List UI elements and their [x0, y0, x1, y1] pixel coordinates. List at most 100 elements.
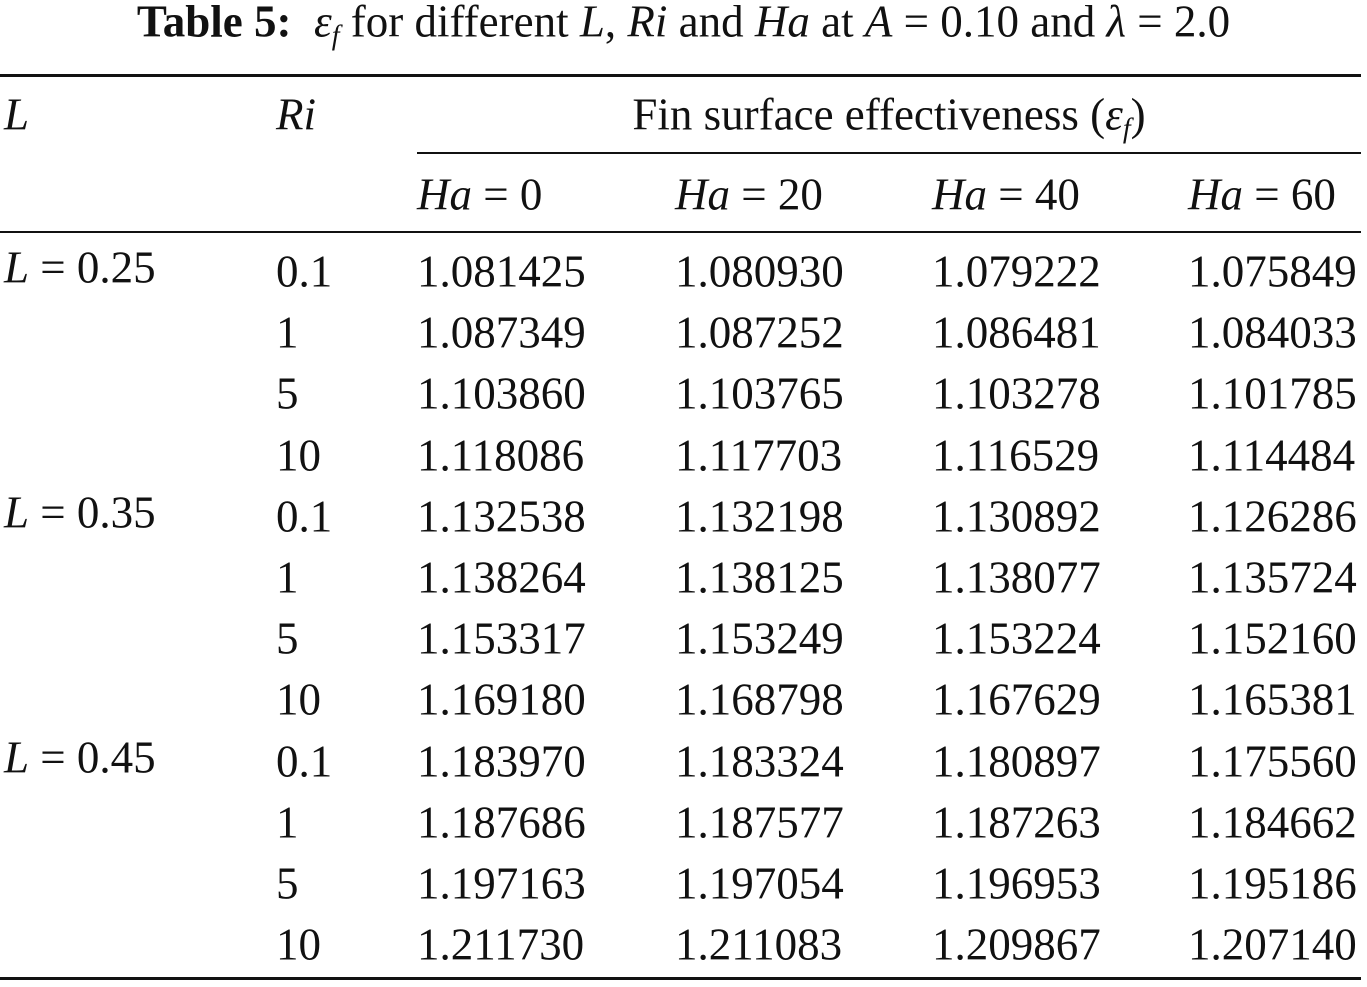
value-cell: 1.153224 [932, 613, 1101, 664]
ri-cell: 5 [276, 368, 299, 419]
sub-header: Ha = 60 [1188, 169, 1336, 220]
value-cell: 1.169180 [417, 674, 586, 725]
caption-part: L [579, 0, 605, 47]
ri-cell: 1 [276, 552, 299, 603]
group-label: L = 0.25 [4, 242, 156, 293]
value-cell: 1.153249 [675, 613, 844, 664]
ri-cell: 1 [276, 307, 299, 358]
header-ri: Ri [276, 89, 316, 140]
value-cell: 1.187686 [417, 797, 586, 848]
group-var: L [4, 487, 30, 538]
sub-header: Ha = 40 [932, 169, 1080, 220]
value-cell: 1.087252 [675, 307, 844, 358]
ri-cell: 0.1 [276, 736, 333, 787]
sub-header-value: = 0 [472, 169, 543, 220]
ri-cell: 10 [276, 430, 321, 481]
sub-header-value: = 20 [730, 169, 823, 220]
caption-part: = 0.10 and [892, 0, 1107, 47]
ri-cell: 10 [276, 674, 321, 725]
value-cell: 1.132198 [675, 491, 844, 542]
value-cell: 1.183324 [675, 736, 844, 787]
value-cell: 1.183970 [417, 736, 586, 787]
value-cell: 1.197054 [675, 858, 844, 909]
group-value: = 0.25 [29, 242, 156, 293]
sub-header-var: Ha [675, 169, 730, 220]
value-cell: 1.168798 [675, 674, 844, 725]
value-cell: 1.101785 [1188, 368, 1357, 419]
value-cell: 1.207140 [1188, 919, 1357, 970]
sub-header: Ha = 20 [675, 169, 823, 220]
group-value: = 0.35 [29, 487, 156, 538]
header-part: ) [1130, 89, 1146, 140]
top-rule [0, 74, 1361, 77]
value-cell: 1.080930 [675, 246, 844, 297]
value-cell: 1.103278 [932, 368, 1101, 419]
value-cell: 1.087349 [417, 307, 586, 358]
caption-part: λ [1106, 0, 1126, 47]
group-var: L [4, 242, 30, 293]
value-cell: 1.126286 [1188, 491, 1357, 542]
value-cell: 1.196953 [932, 858, 1101, 909]
sub-header-var: Ha [1188, 169, 1243, 220]
ri-cell: 10 [276, 919, 321, 970]
header-part: Fin surface effectiveness ( [632, 89, 1106, 140]
value-cell: 1.138264 [417, 552, 586, 603]
ri-cell: 0.1 [276, 246, 333, 297]
value-cell: 1.114484 [1188, 430, 1356, 481]
value-cell: 1.118086 [417, 430, 585, 481]
value-cell: 1.211730 [417, 919, 585, 970]
value-cell: 1.187577 [675, 797, 844, 848]
value-cell: 1.081425 [417, 246, 586, 297]
value-cell: 1.132538 [417, 491, 586, 542]
value-cell: 1.103765 [675, 368, 844, 419]
value-cell: 1.086481 [932, 307, 1101, 358]
value-cell: 1.116529 [932, 430, 1100, 481]
bottom-rule [0, 977, 1361, 980]
group-value: = 0.45 [29, 732, 156, 783]
group-var: L [4, 732, 30, 783]
caption-part: for different [339, 0, 580, 47]
value-cell: 1.197163 [417, 858, 586, 909]
value-cell: 1.152160 [1188, 613, 1357, 664]
ri-cell: 5 [276, 613, 299, 664]
sub-header-var: Ha [932, 169, 987, 220]
caption: Table 5: εf for different L, Ri and Ha a… [0, 0, 1367, 50]
value-cell: 1.130892 [932, 491, 1101, 542]
value-cell: 1.187263 [932, 797, 1101, 848]
value-cell: 1.117703 [675, 430, 843, 481]
value-cell: 1.153317 [417, 613, 586, 664]
caption-part: A [864, 0, 893, 47]
caption-part: and [667, 0, 755, 47]
caption-part: ε [314, 0, 332, 47]
sub-header-value: = 40 [987, 169, 1080, 220]
caption-part: at [809, 0, 865, 47]
value-cell: 1.195186 [1188, 858, 1357, 909]
value-cell: 1.167629 [932, 674, 1101, 725]
header-part: f [1122, 113, 1131, 145]
caption-part: = 2.0 [1125, 0, 1231, 47]
caption-part: Ri [627, 0, 668, 47]
sub-header-value: = 60 [1243, 169, 1336, 220]
group-label: L = 0.35 [4, 490, 156, 535]
caption-part: f [331, 20, 340, 52]
value-cell: 1.165381 [1188, 674, 1357, 725]
header-span: Fin surface effectiveness (εf) [417, 89, 1361, 143]
span-rule [417, 152, 1361, 154]
header-part: ε [1105, 89, 1123, 140]
value-cell: 1.180897 [932, 736, 1101, 787]
value-cell: 1.211083 [675, 919, 843, 970]
value-cell: 1.138077 [932, 552, 1101, 603]
value-cell: 1.075849 [1188, 246, 1357, 297]
value-cell: 1.084033 [1188, 307, 1357, 358]
header-l: L [4, 89, 30, 140]
header-rule [0, 231, 1361, 233]
group-label: L = 0.45 [4, 735, 156, 780]
value-cell: 1.175560 [1188, 736, 1357, 787]
value-cell: 1.079222 [932, 246, 1101, 297]
sub-header: Ha = 0 [417, 169, 543, 220]
ri-cell: 0.1 [276, 491, 333, 542]
value-cell: 1.103860 [417, 368, 586, 419]
sub-header-var: Ha [417, 169, 472, 220]
ri-cell: 1 [276, 797, 299, 848]
